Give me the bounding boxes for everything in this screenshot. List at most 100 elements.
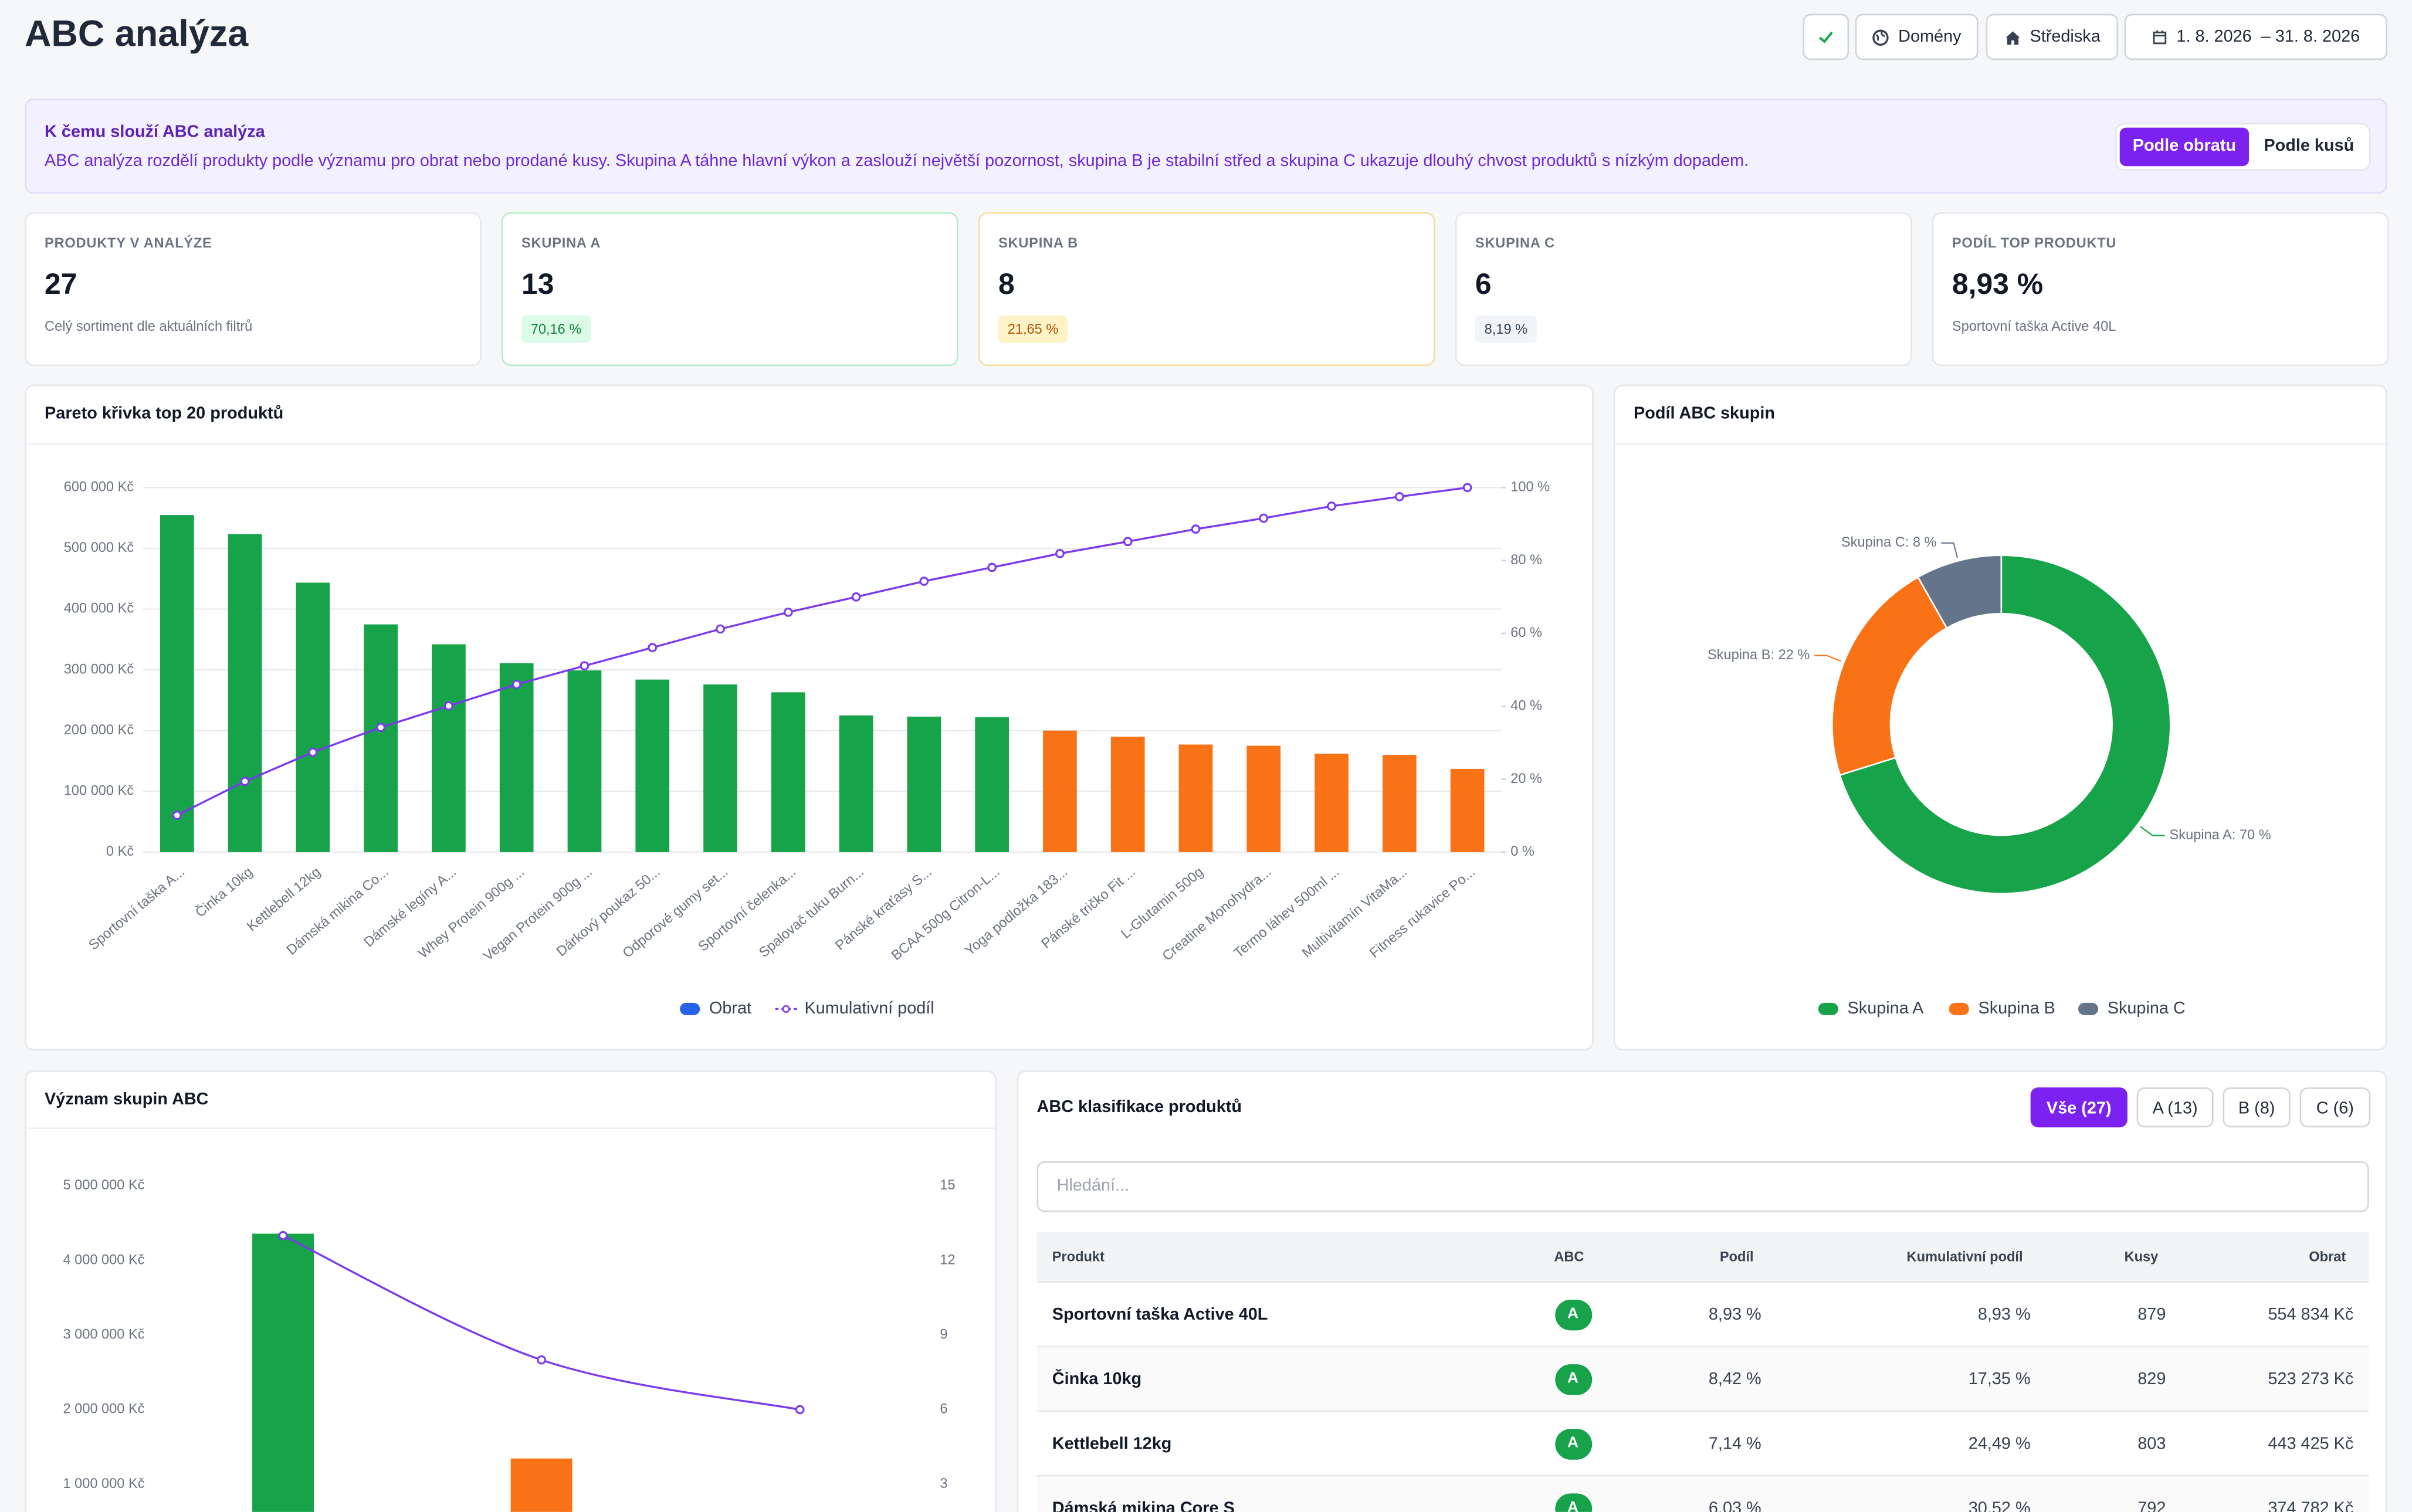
bar — [1178, 744, 1213, 852]
column-label: Obrat — [2309, 1248, 2346, 1264]
filter-button[interactable]: Vše (27) — [2030, 1087, 2128, 1128]
x-tick-label: Creatine Monohydra... — [1160, 865, 1275, 964]
product-cell: Sportovní taška Active 40L — [1036, 1281, 1492, 1347]
column-label: Kumulativní podíl — [1906, 1248, 2023, 1264]
column-header[interactable]: Podíl — [1654, 1232, 1777, 1282]
y-tick-label: 500 000 Kč — [64, 540, 134, 555]
column-label: Produkt — [1052, 1248, 1105, 1264]
table-row[interactable]: Dámská mikina Core S A 6,03 % 30,52 % 792 374… — [1036, 1474, 2369, 1512]
count-line — [282, 1235, 800, 1411]
info-text: ABC analýza rozdělí produkty podle význa… — [45, 152, 1749, 171]
slice-label: Skupina A: 70 % — [2170, 828, 2271, 843]
pareto-chart: 0 Kč 100 000 Kč 200 000 Kč 300 000 Kč 400 00… — [64, 480, 1550, 1018]
y-tick-label: 400 000 Kč — [64, 601, 134, 616]
count-point — [278, 1230, 288, 1240]
bar — [907, 716, 941, 852]
domains-button[interactable]: Domény — [1855, 13, 1979, 60]
abc-cell: A — [1492, 1474, 1654, 1512]
kpi-badge: 70,16 % — [521, 315, 591, 343]
table-row[interactable]: Sportovní taška Active 40L A 8,93 % 8,93 % 8… — [1036, 1281, 2369, 1347]
legend-label: Skupina A — [1848, 999, 1925, 1018]
chart-title: Význam skupin ABC — [45, 1090, 209, 1109]
cumulative-point — [919, 577, 929, 586]
cumulative-point — [648, 643, 658, 653]
centers-button[interactable]: Střediska — [1986, 13, 2119, 60]
legend-label: Obrat — [709, 999, 751, 1018]
search-input[interactable]: Hledání... — [1036, 1161, 2369, 1212]
globe-icon — [1872, 29, 1889, 45]
bar — [160, 515, 194, 852]
table-title: ABC klasifikace produktů — [1036, 1098, 1242, 1117]
legend-swatch — [1949, 1002, 1969, 1015]
kpi-label: PRODUKTY V ANALÝZE — [45, 235, 212, 251]
column-header[interactable]: Produkt — [1036, 1232, 1492, 1282]
table-cell: 8,42 % — [1654, 1345, 1777, 1412]
y2-tick-label: 40 % — [1510, 698, 1542, 713]
product-cell: Činka 10kg — [1036, 1345, 1492, 1412]
table-cell: 792 — [2045, 1474, 2181, 1512]
y2-tick-label: 0 % — [1510, 844, 1534, 859]
cumulative-point — [1462, 483, 1472, 493]
divider — [1615, 443, 2386, 445]
abc-cell: A — [1492, 1281, 1654, 1347]
bar — [1382, 755, 1417, 852]
y2-tick-label: 80 % — [1510, 552, 1542, 568]
table-row[interactable]: Kettlebell 12kg A 7,14 % 24,49 % 803 443 425 … — [1036, 1410, 2369, 1476]
cumulative-point — [1394, 491, 1404, 501]
bar — [635, 679, 670, 852]
table-cell: 6,03 % — [1654, 1474, 1777, 1512]
y2-tick-label: 3 — [940, 1476, 947, 1491]
y2-tick-label: 60 % — [1510, 625, 1542, 640]
table-row[interactable]: Činka 10kg A 8,42 % 17,35 % 829 523 273 Kč — [1036, 1345, 2369, 1412]
kpi-label: SKUPINA C — [1475, 235, 1555, 251]
table-cell: 523 273 Kč — [2181, 1345, 2369, 1412]
table-cell: 8,93 % — [1654, 1281, 1777, 1347]
slice-label: Skupina C: 8 % — [1841, 535, 1937, 550]
y-tick-label: 200 000 Kč — [64, 723, 134, 738]
leader-line — [2139, 826, 2165, 836]
kpi-card: SKUPINA C 6 8,19 % — [1455, 212, 1912, 367]
filter-button[interactable]: B (8) — [2223, 1087, 2291, 1128]
cumulative-point — [1055, 548, 1065, 558]
cumulative-point — [240, 777, 250, 786]
table-cell: 30,52 % — [1776, 1474, 2046, 1512]
info-box: K čemu slouží ABC analýza ABC analýza ro… — [24, 98, 2388, 194]
confirm-button[interactable] — [1803, 13, 1849, 60]
x-tick-label: Sportovní taška A... — [86, 865, 188, 953]
cumulative-point — [716, 624, 725, 634]
y-tick-label: 2 000 000 Kč — [63, 1402, 144, 1417]
filter-button[interactable]: A (13) — [2136, 1087, 2214, 1128]
y2-tick-label: 20 % — [1510, 771, 1542, 786]
donut-slice — [1831, 576, 1948, 777]
column-header[interactable]: Kusy — [2045, 1232, 2181, 1282]
bar — [839, 715, 873, 852]
legend-swatch — [680, 1002, 700, 1015]
table-cell: 374 782 Kč — [2181, 1474, 2369, 1512]
date-range-button[interactable]: 1. 8. 2026 – 31. 8. 2026 — [2124, 13, 2388, 60]
divider — [26, 443, 1593, 445]
groups-card: 1 000 000 Kč 2 000 000 Kč 3 000 000 Kč 4 00… — [24, 1070, 997, 1512]
cumulative-point — [444, 701, 453, 711]
legend-swatch — [1818, 1002, 1838, 1015]
column-header[interactable]: ABC — [1492, 1232, 1654, 1282]
cumulative-point — [851, 592, 861, 602]
bar — [1315, 754, 1349, 852]
table-cell: 554 834 Kč — [2181, 1281, 2369, 1347]
toggle-option[interactable]: Podle kusů — [2264, 137, 2355, 155]
kpi-value: 8 — [998, 269, 1015, 302]
column-header[interactable]: Kumulativní podíl — [1776, 1232, 2046, 1282]
filter-button[interactable]: C (6) — [2299, 1087, 2371, 1128]
product-table: Produkt ABC Podíl Kumulativní podíl Kusy Obra… — [1036, 1232, 2369, 1512]
toggle-option[interactable]: Podle obratu — [2119, 127, 2250, 167]
y2-tick-label: 100 % — [1510, 480, 1550, 495]
column-header[interactable]: Obrat — [2181, 1232, 2369, 1282]
mode-toggle: Podle obratu Podle kusů — [2115, 123, 2371, 171]
legend-label: Skupina B — [1978, 999, 2055, 1018]
date-range: 1. 8. 2026 – 31. 8. 2026 — [2176, 28, 2360, 46]
groups-chart: 1 000 000 Kč 2 000 000 Kč 3 000 000 Kč 4 00… — [63, 1178, 956, 1512]
cumulative-point — [1259, 513, 1269, 523]
cumulative-point — [987, 562, 997, 572]
y2-tick-label: 9 — [940, 1327, 947, 1343]
cumulative-point — [1327, 501, 1336, 511]
